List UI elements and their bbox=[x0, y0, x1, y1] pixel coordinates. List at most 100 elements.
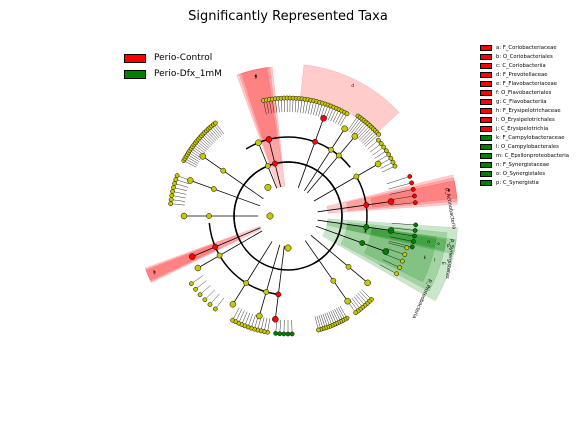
taxa-label: l: O_Campylobacterales bbox=[496, 143, 559, 150]
leaf-edge bbox=[386, 176, 410, 185]
leaf-node bbox=[407, 174, 413, 179]
sector-letter-m: m bbox=[442, 261, 446, 266]
taxa-swatch bbox=[480, 89, 492, 96]
leaf-edge bbox=[349, 117, 361, 133]
taxa-label: e: F_Flavobacteriaceae bbox=[496, 80, 557, 87]
taxa-swatch bbox=[480, 134, 492, 141]
taxa-legend-item: i: O_Erysipelotrichales bbox=[480, 115, 569, 124]
internal-node bbox=[330, 277, 337, 284]
leaf-edge bbox=[384, 253, 403, 262]
highlight-sector-d bbox=[300, 64, 400, 135]
internal-node bbox=[387, 198, 395, 205]
taxa-label: k: F_Campylobacteraceae bbox=[496, 134, 565, 141]
leaf-node bbox=[376, 132, 382, 137]
highlight-sector-j bbox=[144, 225, 262, 283]
internal-node bbox=[229, 300, 237, 308]
leaf-node bbox=[392, 163, 398, 169]
leaf-node bbox=[273, 331, 279, 336]
leaf-edge bbox=[390, 195, 415, 200]
chart-title: Significantly Represented Taxa bbox=[188, 9, 388, 24]
sector-letter-a: a bbox=[448, 188, 451, 193]
leaf-node bbox=[402, 252, 408, 257]
leaf-node bbox=[281, 331, 287, 337]
internal-node bbox=[256, 312, 263, 320]
leaf-node bbox=[169, 193, 175, 198]
internal-node bbox=[345, 263, 352, 270]
taxa-swatch bbox=[480, 98, 492, 105]
taxa-label: i: O_Erysipelotrichales bbox=[496, 116, 555, 123]
leaf-edge bbox=[362, 130, 376, 144]
leaf-node bbox=[207, 302, 213, 307]
leaf-node bbox=[410, 187, 416, 192]
internal-node bbox=[364, 279, 371, 287]
leaf-node bbox=[404, 245, 410, 251]
leaf-node bbox=[168, 201, 173, 207]
taxa-swatch bbox=[480, 170, 492, 177]
internal-node bbox=[320, 115, 327, 122]
leaf-node bbox=[390, 159, 396, 165]
clade-arc bbox=[233, 161, 336, 244]
leaf-edge bbox=[391, 202, 416, 206]
highlight-sector-o bbox=[346, 224, 447, 251]
internal-node bbox=[387, 227, 395, 234]
tree-spoke bbox=[232, 241, 273, 305]
leaf-node bbox=[413, 222, 419, 228]
legend-item-perio-dfx: Perio-Dfx_1mM bbox=[124, 66, 222, 82]
sector-letter-f: f bbox=[255, 74, 257, 79]
tree-spoke bbox=[316, 225, 386, 252]
tree-spoke bbox=[258, 244, 281, 317]
taxa-legend-item: k: F_Campylobacteraceae bbox=[480, 133, 569, 142]
internal-node bbox=[353, 173, 360, 180]
leaf-node bbox=[173, 177, 179, 182]
taxa-label: j: C_Erysipelotrichia bbox=[496, 125, 549, 132]
internal-node bbox=[275, 291, 282, 298]
internal-node bbox=[312, 138, 318, 145]
taxa-legend-item: m: C_Epsilonproteobacteria bbox=[480, 151, 569, 160]
highlight-sector-n bbox=[370, 229, 437, 248]
tree-spoke bbox=[190, 180, 260, 207]
taxa-legend-item: e: F_Flavobacteriaceae bbox=[480, 79, 569, 88]
leaf-node bbox=[171, 185, 176, 190]
leaf-edge bbox=[388, 242, 407, 249]
taxa-legend-item: l: O_Campylobacterales bbox=[480, 142, 569, 151]
leaf-edge bbox=[355, 123, 369, 138]
taxa-legend-item: a: F_Coriobacteriaceae bbox=[480, 43, 569, 52]
leaf-node bbox=[168, 197, 174, 202]
internal-node bbox=[359, 240, 366, 246]
taxa-swatch bbox=[480, 161, 492, 168]
sector-letter-n: n bbox=[427, 239, 430, 244]
taxa-legend-item: d: F_Prevotellaceae bbox=[480, 70, 569, 79]
leaf-node bbox=[412, 200, 418, 205]
taxa-swatch bbox=[480, 116, 492, 123]
taxa-label: d: F_Prevotellaceae bbox=[496, 71, 548, 78]
leaf-node bbox=[213, 120, 218, 126]
leaf-edge bbox=[388, 240, 413, 248]
leaf-edge bbox=[382, 259, 400, 268]
sector-letter-e: e bbox=[255, 74, 258, 79]
internal-node bbox=[220, 167, 227, 174]
internal-node bbox=[243, 280, 249, 286]
leaf-node bbox=[397, 265, 403, 270]
leaf-node bbox=[202, 297, 208, 303]
tree-spoke bbox=[274, 245, 285, 320]
legend-label: Perio-Dfx_1mM bbox=[154, 69, 222, 79]
leaf-node bbox=[193, 286, 198, 292]
internal-node bbox=[363, 224, 370, 230]
internal-node bbox=[263, 289, 270, 295]
leaf-node bbox=[409, 180, 414, 186]
internal-node bbox=[265, 136, 273, 143]
sector-letter-b: b bbox=[448, 188, 451, 193]
sector-letter-d: d bbox=[351, 83, 354, 88]
internal-node bbox=[351, 133, 359, 140]
leaf-node bbox=[170, 189, 175, 194]
leaf-node bbox=[376, 137, 381, 143]
leaf-edge bbox=[363, 132, 378, 145]
leaf-node bbox=[197, 292, 203, 298]
legend-item-perio-control: Perio-Control bbox=[124, 50, 222, 66]
leaf-node bbox=[230, 317, 235, 323]
sector-letter-j: j bbox=[153, 270, 155, 275]
taxa-swatch bbox=[480, 107, 492, 114]
taxa-legend-item: j: C_Erysipelotrichia bbox=[480, 124, 569, 133]
internal-node bbox=[382, 248, 389, 255]
leaf-edge bbox=[389, 236, 414, 242]
